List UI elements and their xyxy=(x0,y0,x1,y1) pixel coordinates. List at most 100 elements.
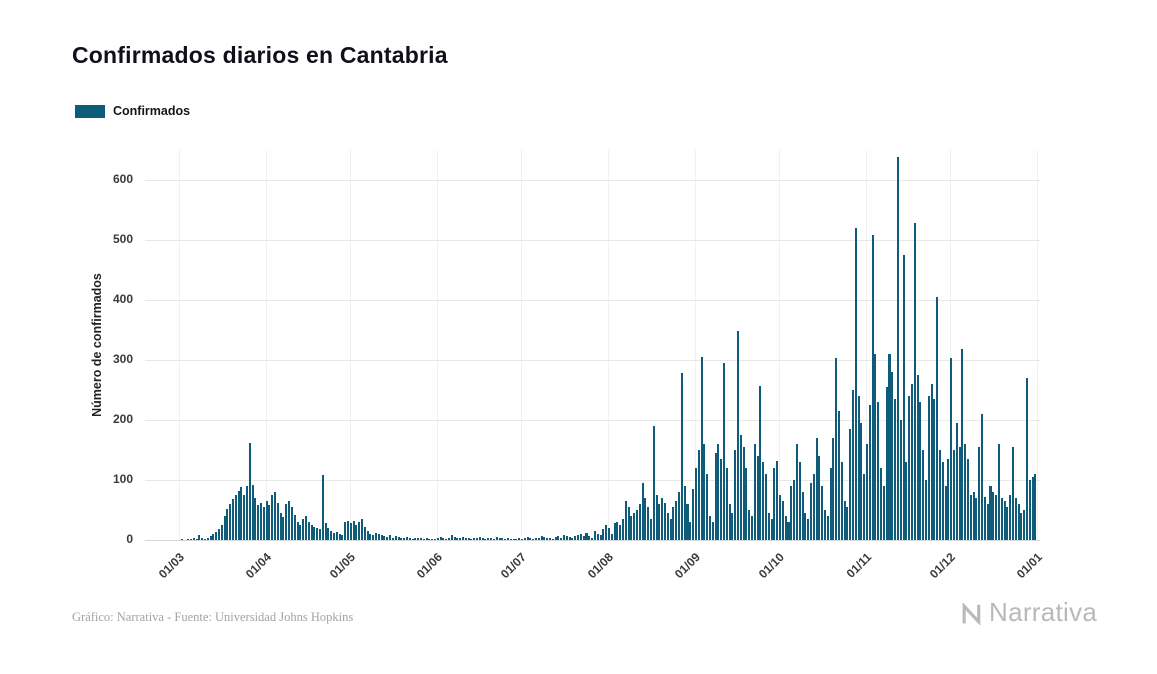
bar xyxy=(537,537,540,540)
bar xyxy=(554,537,557,540)
bar xyxy=(767,513,770,540)
bar xyxy=(638,504,641,540)
bar xyxy=(978,447,981,540)
bar xyxy=(372,535,375,540)
bar xyxy=(577,535,580,540)
bar xyxy=(756,456,759,540)
bar xyxy=(669,519,672,540)
gridline-month xyxy=(1037,150,1039,540)
bar xyxy=(470,538,473,540)
bar xyxy=(540,536,543,540)
bar xyxy=(212,534,215,540)
bar xyxy=(1014,498,1017,540)
bar xyxy=(588,536,591,540)
bar xyxy=(492,538,495,540)
bar xyxy=(377,534,380,540)
bar xyxy=(762,462,765,540)
bar xyxy=(860,423,863,540)
bar xyxy=(484,538,487,540)
bar xyxy=(992,492,995,540)
bar xyxy=(703,444,706,540)
bar xyxy=(905,462,908,540)
bar xyxy=(823,510,826,540)
bar xyxy=(610,534,613,540)
bar xyxy=(504,538,507,540)
bar xyxy=(765,474,768,540)
bar xyxy=(599,535,602,540)
bar xyxy=(397,537,400,540)
bar xyxy=(439,537,442,540)
bar xyxy=(635,510,638,540)
bar xyxy=(708,516,711,540)
bar xyxy=(344,522,347,540)
bar xyxy=(363,526,366,540)
bar xyxy=(652,426,655,540)
bar xyxy=(692,489,695,540)
bar xyxy=(282,517,285,540)
bar xyxy=(958,447,961,540)
bar xyxy=(456,537,459,540)
bar xyxy=(854,228,857,540)
bar xyxy=(189,539,192,540)
bar xyxy=(481,538,484,540)
bar xyxy=(276,502,279,540)
bar xyxy=(563,535,566,540)
legend: Confirmados xyxy=(75,104,190,118)
bar xyxy=(871,235,874,540)
bar xyxy=(1000,498,1003,540)
bar xyxy=(490,538,493,540)
bar xyxy=(922,450,925,540)
bar xyxy=(347,520,350,540)
bar xyxy=(478,537,481,540)
bar xyxy=(658,504,661,540)
bar xyxy=(809,483,812,540)
bar xyxy=(462,537,465,540)
footer-credit: Gráfico: Narrativa - Fuente: Universidad… xyxy=(72,610,354,624)
bar xyxy=(694,468,697,540)
bar xyxy=(821,486,824,540)
y-tick-label: 500 xyxy=(112,232,133,246)
bar xyxy=(310,525,313,540)
y-tick-label: 100 xyxy=(112,472,133,486)
gridline-month xyxy=(349,150,351,540)
gridline-month xyxy=(779,150,781,540)
bar xyxy=(1025,378,1028,540)
bar xyxy=(349,523,352,540)
bar xyxy=(501,538,504,540)
bar xyxy=(894,399,897,540)
bar xyxy=(944,486,947,540)
bar xyxy=(338,534,341,540)
bar xyxy=(257,505,260,540)
gridline-y xyxy=(145,420,1040,421)
bar xyxy=(271,495,274,540)
bar xyxy=(1009,495,1012,540)
gridline-y xyxy=(145,240,1040,241)
gridline-y xyxy=(145,180,1040,181)
bar xyxy=(366,531,369,540)
bar xyxy=(448,538,451,540)
bar xyxy=(630,516,633,540)
bar xyxy=(341,535,344,540)
x-tick-label: 01/06 xyxy=(413,550,445,582)
bar xyxy=(725,468,728,540)
bar xyxy=(784,516,787,540)
bar xyxy=(254,498,257,540)
bar xyxy=(534,538,537,540)
gridline-month xyxy=(950,150,952,540)
bar xyxy=(910,384,913,540)
bar xyxy=(773,468,776,540)
bar xyxy=(464,537,467,540)
bar xyxy=(302,519,305,540)
bar xyxy=(518,538,521,540)
bar xyxy=(332,532,335,540)
bar xyxy=(391,537,394,540)
bar xyxy=(585,532,588,540)
bar xyxy=(405,537,408,540)
bar xyxy=(619,525,622,540)
bar xyxy=(473,538,476,540)
bar xyxy=(181,539,184,540)
bar xyxy=(195,538,198,540)
bar xyxy=(425,538,428,540)
bar xyxy=(560,537,563,540)
bar xyxy=(201,538,204,540)
